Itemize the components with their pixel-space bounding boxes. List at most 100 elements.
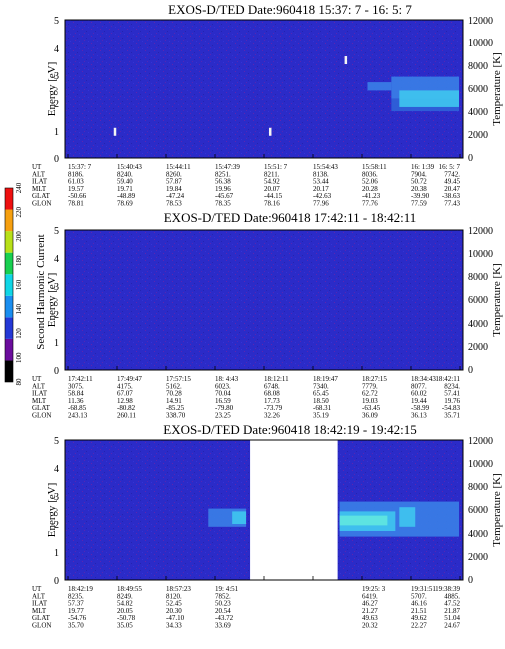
panel-3-ephemeris-cell: 54.82	[117, 600, 133, 608]
panel-2-ephemeris-label-1: ALT	[32, 382, 46, 390]
panel-2-ephemeris-cell: 14.91	[166, 397, 182, 405]
panel-2-ephemeris-cell: 36.13	[411, 412, 427, 420]
panel-3-feature-band-5	[399, 507, 416, 527]
panel-3-ephemeris-cell: -47.10	[166, 614, 185, 622]
colorbar-swatch-7	[5, 209, 13, 232]
panel-3-ephemeris-label-4: GLAT	[32, 614, 51, 622]
panel-3-y-tick-0: 0	[54, 576, 59, 587]
panel-2-y2-tick-5: 10000	[468, 249, 493, 260]
panel-2-y-tick-3: 3	[54, 282, 59, 293]
colorbar-tick-1: 100	[15, 352, 23, 363]
panel-1-ephemeris-cell: -47.24	[166, 192, 185, 200]
colorbar-swatch-8	[5, 188, 13, 210]
panel-2-ephemeris-cell: 8077.	[411, 382, 427, 390]
panel-3-ephemeris-cell: 20.05	[117, 607, 133, 615]
panel-3-ephemeris-cell: -54.76	[68, 614, 87, 622]
panel-1-ephemeris-cell: 59.40	[117, 178, 133, 186]
panel-2-ephemeris-cell: 18:27:15	[362, 375, 387, 383]
panel-1-ephemeris-cell: 52.06	[362, 178, 378, 186]
panel-2: EXOS-D/TED Date:960418 17:42:11 - 18:42:…	[32, 210, 503, 420]
panel-1-ephemeris-cell: 15:47:39	[215, 163, 240, 171]
panel-1-axes: 0 1 2 3 4 5 0 2000 4000 6000 8000 10000 …	[46, 16, 503, 165]
panel-3-y-tick-3: 3	[54, 492, 59, 503]
panel-3-ephemeris-cell: 19:25: 3	[362, 585, 386, 593]
panel-1-ephemeris-cell: 16: 5: 7	[439, 163, 461, 171]
panel-1-y2-tick-2: 4000	[468, 107, 488, 118]
panel-1-y2-tick-5: 10000	[468, 38, 493, 49]
panel-3-ephemeris-cell: 24.67	[444, 622, 460, 630]
panel-2-ephemeris-cell: 18: 4:43	[215, 375, 239, 383]
panel-2-ephemeris-cell: 12.98	[117, 397, 133, 405]
panel-3-ylabel: Energy [eV]	[46, 483, 58, 537]
panel-1-y2-tick-3: 6000	[468, 84, 488, 95]
panel-2-y-tick-4: 4	[54, 254, 59, 265]
panel-1-y-tick-2: 2	[54, 99, 59, 110]
panel-1-ephemeris-cell: 15:51: 7	[264, 163, 288, 171]
panel-2-ephemeris-cell: 7779.	[362, 382, 378, 390]
panel-1-ephemeris-cell: 19.96	[215, 185, 231, 193]
panel-1-ephemeris-cell: 78.16	[264, 200, 280, 208]
panel-1-ephemeris-label-4: GLAT	[32, 192, 51, 200]
panel-3-y2-tick-2: 4000	[468, 529, 488, 540]
panel-2-ephemeris-cell: -85.25	[166, 404, 185, 412]
panel-3-ephemeris-cell: 33.69	[215, 622, 231, 630]
panel-1-ephemeris-cell: 56.38	[215, 178, 231, 186]
panel-1-ephemeris-cell: -45.67	[215, 192, 234, 200]
panel-1-y2-tick-4: 8000	[468, 61, 488, 72]
panel-1-ephemeris-cell: 49.45	[444, 178, 460, 186]
panel-3-ephemeris-cell: 50.23	[215, 600, 231, 608]
panel-1-y-tick-0: 0	[54, 154, 59, 165]
panel-2-y-tick-2: 2	[54, 310, 59, 321]
panel-1-ephemeris-cell: 77.59	[411, 200, 427, 208]
panel-2-ephemeris-cell: -58.99	[411, 404, 430, 412]
panel-3-title: EXOS-D/TED Date:960418 18:42:19 - 19:42:…	[163, 422, 416, 437]
panel-2-ylabel: Energy [eV]	[46, 273, 58, 327]
panel-3-ephemeris: UTALTILATMLTGLATGLON18:42:198235.57.3719…	[32, 576, 461, 630]
panel-3-ephemeris-cell: -43.72	[215, 614, 234, 622]
panel-2-ephemeris-cell: 18:19:47	[313, 375, 338, 383]
panel-3-ephemeris-cell: 7852.	[215, 592, 231, 600]
panel-3-y-tick-4: 4	[54, 464, 59, 475]
panel-2-ephemeris-label-5: GLON	[32, 412, 51, 420]
panel-3-ephemeris-cell: 19:31:51	[411, 585, 436, 593]
panel-3-ephemeris-cell: 35.70	[68, 622, 84, 630]
panel-1-y2-tick-0: 0	[468, 153, 473, 164]
panel-2-ephemeris-cell: 36.09	[362, 412, 378, 420]
panel-1-y-tick-3: 3	[54, 71, 59, 82]
panel-1-ephemeris-cell: 8260.	[166, 170, 182, 178]
panel-1-y-tick-1: 1	[54, 127, 59, 138]
panel-1-feature-band-3	[399, 90, 460, 107]
panel-1-y2-tick-1: 2000	[468, 130, 488, 141]
panel-1-ephemeris-cell: 20.17	[313, 185, 329, 193]
panel-2-ephemeris-cell: 19.76	[444, 397, 460, 405]
panel-2-ephemeris-cell: 19.03	[362, 397, 378, 405]
panel-1-ephemeris-cell: 50.72	[411, 178, 427, 186]
panel-3-ephemeris-cell: 20.54	[215, 607, 231, 615]
panel-2-title: EXOS-D/TED Date:960418 17:42:11 - 18:42:…	[164, 210, 417, 225]
panel-1-ephemeris-cell: 8138.	[313, 170, 329, 178]
panel-3-ephemeris-cell: 21.87	[444, 607, 460, 615]
panel-2-ephemeris-cell: 18.50	[313, 397, 329, 405]
panel-2-ephemeris-cell: 18:34:43	[411, 375, 436, 383]
panel-2-ephemeris-label-3: MLT	[32, 397, 47, 405]
panel-3-y2-tick-6: 12000	[468, 436, 493, 447]
panel-3-ephemeris-cell: 22.27	[411, 622, 427, 630]
panel-2-ephemeris-cell: 62.72	[362, 390, 378, 398]
panel-3-y-tick-2: 2	[54, 520, 59, 531]
panel-1-ephemeris-cell: 77.96	[313, 200, 329, 208]
panel-2-y2-tick-2: 4000	[468, 319, 488, 330]
panel-2-ephemeris-cell: 6748.	[264, 382, 280, 390]
panel-1-ephemeris-label-1: ALT	[32, 170, 46, 178]
panel-2-ephemeris-cell: 260.11	[117, 412, 136, 420]
panel-2-ephemeris-cell: 58.84	[68, 390, 84, 398]
panel-2-y2-tick-6: 12000	[468, 226, 493, 237]
panel-2-ephemeris-cell: 16.59	[215, 397, 231, 405]
panel-3-y2-tick-0: 0	[468, 575, 473, 586]
panel-3-ephemeris-cell: 49.63	[362, 614, 378, 622]
panel-2-ephemeris-cell: 23.25	[215, 412, 231, 420]
panel-3-ephemeris-cell: 34.33	[166, 622, 182, 630]
panel-1-ephemeris-cell: 53.44	[313, 178, 329, 186]
panel-2-ephemeris-cell: -54.83	[442, 404, 461, 412]
